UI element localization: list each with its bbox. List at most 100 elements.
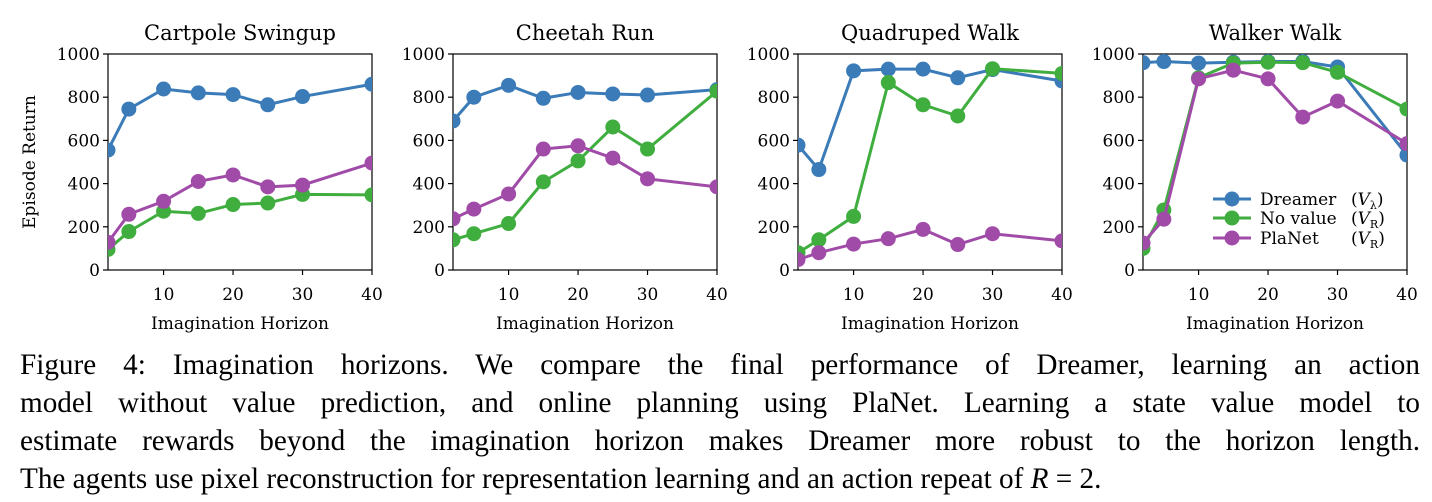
- data-point-no-value: [364, 187, 372, 203]
- data-point-planet: [1330, 93, 1346, 109]
- caption-line-4-text: The agents use pixel reconstruction for …: [20, 463, 1031, 495]
- data-point-no-value: [880, 75, 896, 91]
- data-point-no-value: [846, 208, 862, 224]
- data-point-planet: [156, 193, 172, 209]
- y-tick-label: 200: [68, 218, 100, 238]
- y-tick-label: 600: [413, 131, 445, 151]
- data-point-no-value: [535, 174, 551, 190]
- caption-line-1: Figure 4: Imagination horizons. We compa…: [20, 349, 1420, 381]
- x-tick-label: 30: [1327, 285, 1349, 305]
- plot-area: [453, 77, 717, 248]
- data-point-dreamer: [225, 87, 241, 103]
- data-point-dreamer: [364, 76, 372, 92]
- data-point-planet: [1143, 235, 1151, 251]
- y-tick-label: 800: [413, 88, 445, 108]
- data-point-dreamer: [1191, 55, 1207, 71]
- data-point-no-value: [640, 141, 656, 157]
- x-tick-label: 10: [1188, 285, 1210, 305]
- y-tick-label: 600: [758, 131, 790, 151]
- x-tick-label: 40: [361, 285, 383, 305]
- data-point-no-value: [1330, 64, 1346, 80]
- data-point-planet: [295, 177, 311, 193]
- data-point-planet: [1054, 233, 1062, 249]
- data-point-no-value: [605, 119, 621, 135]
- legend-label: No value: [1260, 209, 1337, 229]
- y-tick-label: 600: [68, 131, 100, 151]
- data-point-planet: [915, 221, 931, 237]
- data-point-planet: [1399, 136, 1407, 152]
- x-tick-label: 10: [153, 285, 175, 305]
- data-point-dreamer: [190, 85, 206, 101]
- y-tick-label: 600: [1103, 131, 1135, 151]
- x-tick-label: 30: [292, 285, 314, 305]
- y-tick-label: 0: [89, 261, 100, 281]
- data-point-planet: [880, 231, 896, 247]
- data-point-no-value: [985, 61, 1001, 77]
- data-point-no-value: [121, 224, 137, 240]
- x-axis-label: Imagination Horizon: [496, 314, 674, 334]
- legend-marker: [1224, 230, 1240, 246]
- data-point-dreamer: [295, 89, 311, 105]
- data-point-planet: [1191, 71, 1207, 87]
- data-point-planet: [709, 179, 717, 195]
- data-point-dreamer: [501, 77, 517, 93]
- data-point-dreamer: [466, 89, 482, 105]
- y-tick-label: 400: [1103, 175, 1135, 195]
- data-point-dreamer: [950, 70, 966, 86]
- legend-symbol: (VR): [1351, 229, 1385, 251]
- y-tick-label: 0: [1124, 261, 1135, 281]
- data-point-planet: [640, 171, 656, 187]
- y-tick-label: 1000: [747, 45, 790, 65]
- data-point-no-value: [501, 216, 517, 232]
- y-tick-label: 800: [68, 88, 100, 108]
- chart-title: Cartpole Swingup: [144, 21, 336, 45]
- legend: Dreamer (Vλ) No value (VR) PlaNet (VR): [1213, 190, 1385, 251]
- data-point-dreamer: [1156, 54, 1172, 70]
- data-point-planet: [108, 234, 116, 250]
- axes-frame: [107, 53, 373, 271]
- data-point-dreamer: [535, 90, 551, 106]
- y-tick-label: 400: [758, 175, 790, 195]
- data-point-planet: [225, 167, 241, 183]
- data-point-dreamer: [453, 113, 461, 129]
- chart-panel-1: 0 200 400 600 800 1000 10 20 30 40 Cartpole Swingu…: [20, 21, 383, 334]
- x-axis-label: Imagination Horizon: [841, 314, 1019, 334]
- data-point-planet: [364, 155, 372, 171]
- legend-label: PlaNet: [1260, 229, 1319, 249]
- chart-panel-2: 0 200 400 600 800 1000 10 20 30 40 Cheetah Run Imag…: [402, 21, 728, 334]
- data-point-planet: [453, 211, 461, 227]
- data-point-dreamer: [121, 101, 137, 117]
- x-tick-label: 10: [498, 285, 520, 305]
- caption-line-3: estimate rewards beyond the imagination …: [20, 425, 1420, 457]
- legend-marker: [1224, 210, 1240, 226]
- y-tick-label: 200: [758, 218, 790, 238]
- y-tick-label: 0: [779, 261, 790, 281]
- y-axis-label: Episode Return: [20, 95, 40, 229]
- data-point-no-value: [811, 232, 827, 248]
- data-point-planet: [1260, 71, 1276, 87]
- data-point-planet: [1295, 109, 1311, 125]
- x-tick-label: 20: [567, 285, 589, 305]
- data-point-dreamer: [1143, 55, 1151, 71]
- x-tick-label: 20: [1257, 285, 1279, 305]
- y-tick-label: 0: [434, 261, 445, 281]
- x-tick-label: 20: [222, 285, 244, 305]
- plot-area: [108, 76, 372, 257]
- caption-var-r: R: [1030, 463, 1049, 495]
- data-point-dreamer: [1399, 147, 1407, 163]
- data-point-no-value: [1399, 101, 1407, 117]
- caption-line-4: The agents use pixel reconstruction for …: [20, 460, 1420, 498]
- y-tick-label: 800: [758, 88, 790, 108]
- x-tick-label: 40: [1396, 285, 1418, 305]
- data-point-dreamer: [605, 86, 621, 102]
- data-point-dreamer: [108, 142, 116, 158]
- y-tick-label: 200: [1103, 218, 1135, 238]
- x-tick-label: 30: [637, 285, 659, 305]
- chart-panel-4: 0 200 400 600 800 1000 10 20 30 40 Walker Walk Imag…: [1092, 21, 1418, 334]
- data-point-dreamer: [811, 162, 827, 178]
- series-line-dreamer: [798, 67, 1062, 173]
- data-point-planet: [985, 226, 1001, 242]
- chart-title: Quadruped Walk: [841, 21, 1019, 45]
- data-point-planet: [570, 138, 586, 154]
